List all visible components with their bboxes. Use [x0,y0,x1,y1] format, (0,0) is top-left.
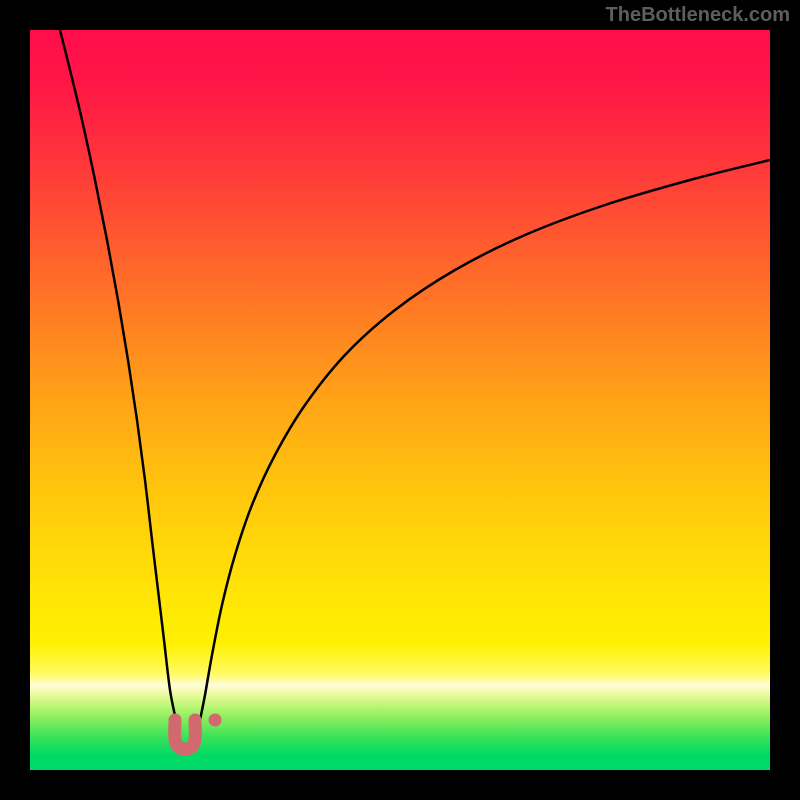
gradient-background [30,30,770,770]
watermark-text: TheBottleneck.com [606,4,790,27]
bottleneck-plot [30,30,770,770]
chart-frame: TheBottleneck.com [0,0,800,800]
valley-dot-marker [209,714,222,727]
